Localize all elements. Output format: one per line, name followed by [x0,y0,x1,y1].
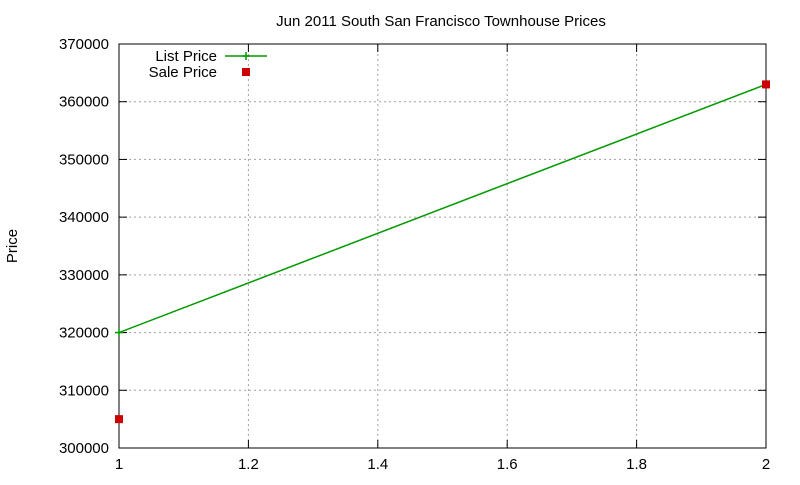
sale-price-point [115,415,123,424]
y-tick-label: 310000 [59,382,109,399]
x-tick-label: 1.8 [626,456,647,473]
x-tick-label: 2 [762,456,770,473]
legend-label: List Price [155,48,217,65]
sale-price-point [762,80,770,89]
legend-square-marker [242,68,250,76]
y-axis-label: Price [4,229,21,263]
y-tick-label: 370000 [59,36,109,53]
x-tick-label: 1.6 [497,456,518,473]
y-tick-label: 350000 [59,151,109,168]
grid-lines [119,44,766,448]
y-tick-label: 330000 [59,267,109,284]
x-tick-label: 1 [115,456,123,473]
y-tick-label: 340000 [59,209,109,226]
list-price-line [118,83,767,334]
y-tick-label: 300000 [59,440,109,457]
list-price-point [115,328,123,337]
chart-title: Jun 2011 South San Francisco Townhouse P… [276,13,606,30]
y-tick-label: 320000 [59,325,109,342]
x-tick-label: 1.2 [238,456,259,473]
legend-cross-marker [242,52,250,60]
axis-ticks [118,43,767,449]
plot-frame [118,43,767,449]
legend-label: Sale Price [149,64,217,81]
x-tick-label: 1.4 [367,456,388,473]
tick-labels: 300000 310000 320000 330000 340000 350000 3600… [59,36,770,473]
data-series [115,80,770,424]
y-tick-label: 360000 [59,94,109,111]
